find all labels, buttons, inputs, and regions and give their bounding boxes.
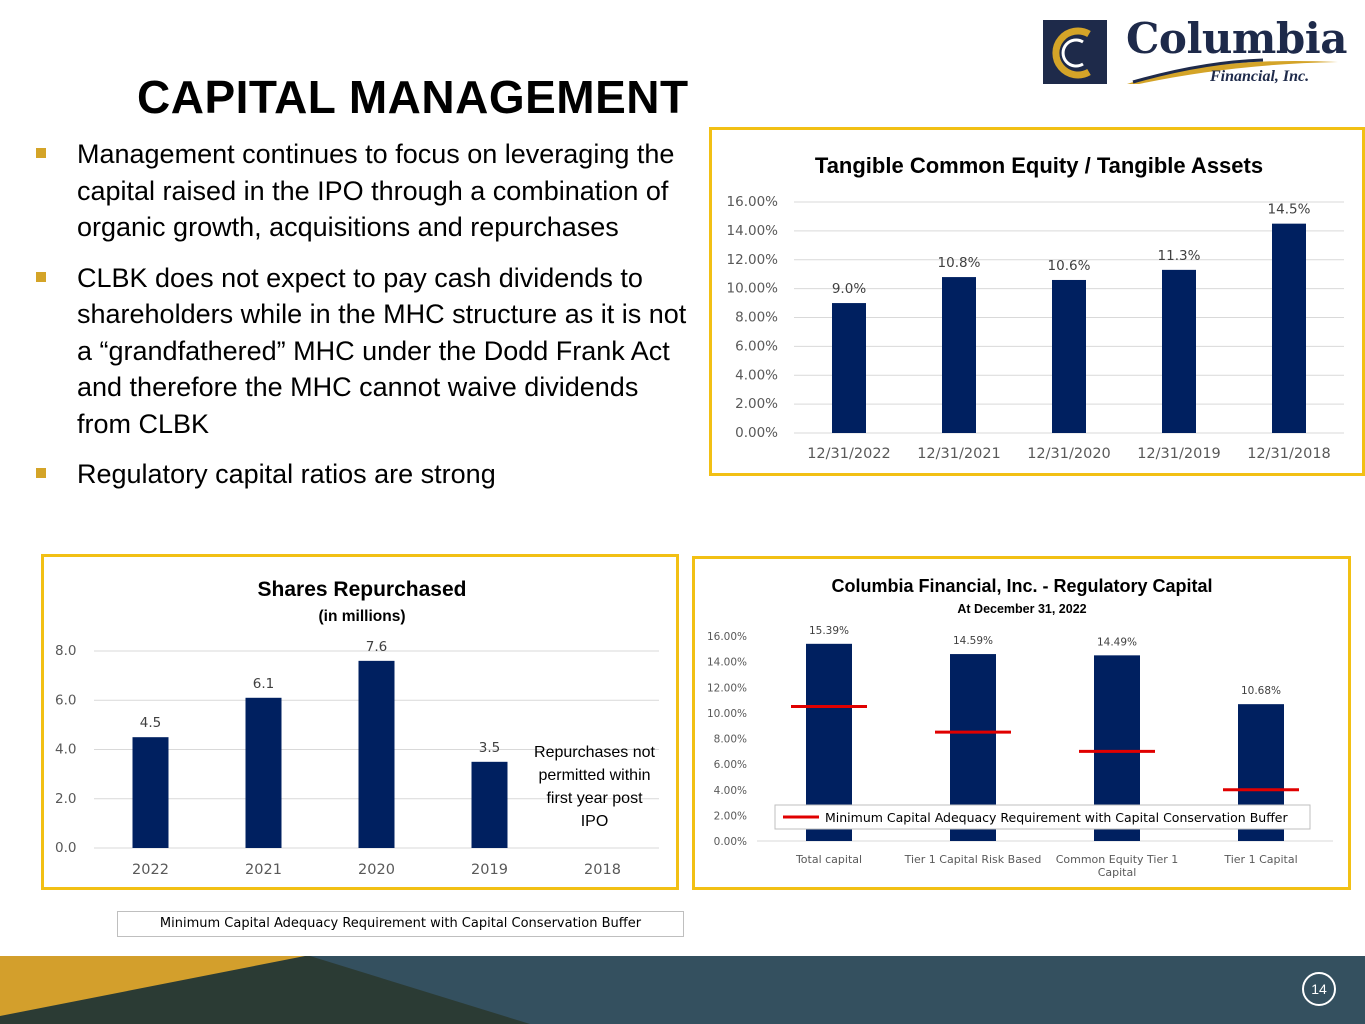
data-label: 3.5 [479, 740, 500, 756]
bar [245, 697, 282, 848]
x-tick-label: Tier 1 Capital Risk Based [904, 853, 1042, 866]
page-number: 14 [1302, 972, 1336, 1006]
x-tick-label: Capital [1098, 866, 1137, 879]
y-tick-label: 4.00% [735, 367, 778, 383]
shares-chart-panel: Shares Repurchased (in millions) 0.0 2.0 4.0… [41, 554, 679, 890]
y-tick-label: 12.00% [707, 682, 747, 694]
bullet-list: Management continues to focus on leverag… [36, 136, 696, 507]
x-tick-label: 12/31/2021 [917, 446, 1001, 462]
square-bullet-icon [36, 271, 46, 282]
x-tick-label: 12/31/2018 [1247, 446, 1331, 462]
y-tick-label: 14.00% [727, 223, 779, 239]
bullet-text: Management continues to focus on leverag… [77, 139, 675, 242]
bullet-item: Management continues to focus on leverag… [36, 136, 696, 246]
tce-chart-panel: Tangible Common Equity / Tangible Assets… [709, 127, 1365, 476]
y-tick-label: 0.0 [55, 840, 76, 856]
data-label: 9.0% [832, 281, 866, 297]
x-tick-label: 2020 [358, 862, 395, 878]
chart-title: Tangible Common Equity / Tangible Assets [815, 153, 1263, 178]
bar [942, 277, 976, 433]
shares-chart: Shares Repurchased (in millions) 0.0 2.0 4.0… [55, 578, 659, 878]
data-label: 7.6 [366, 639, 387, 655]
legend-box: Minimum Capital Adequacy Requirement wit… [117, 911, 684, 937]
square-bullet-icon [36, 468, 46, 478]
y-tick-label: 4.0 [55, 742, 76, 758]
data-label: 10.68% [1241, 685, 1281, 697]
y-tick-label: 10.00% [707, 708, 747, 720]
data-label: 15.39% [809, 625, 849, 637]
logo-name: Columbia [1126, 14, 1347, 63]
y-tick-label: 6.00% [714, 759, 747, 771]
x-tick-label: 2021 [245, 862, 282, 878]
square-bullet-icon [36, 148, 46, 158]
bullet-item: Regulatory capital ratios are strong [36, 456, 696, 493]
legend-label: Minimum Capital Adequacy Requirement wit… [825, 810, 1288, 825]
bar [1272, 223, 1306, 433]
bullet-text: CLBK does not expect to pay cash dividen… [77, 262, 687, 439]
bar [832, 303, 866, 433]
y-tick-label: 16.00% [707, 631, 747, 643]
data-label: 14.5% [1268, 202, 1311, 218]
footer-band [0, 956, 1365, 1024]
bar [471, 761, 508, 848]
bar [132, 737, 169, 848]
x-tick-label: 2022 [132, 862, 169, 878]
y-tick-label: 10.00% [727, 281, 779, 297]
y-tick-label: 2.00% [735, 396, 778, 412]
repurchase-note: Repurchases not permitted within first y… [534, 744, 655, 830]
y-tick-label: 8.00% [714, 734, 747, 746]
data-label: 6.1 [253, 676, 274, 692]
x-tick-label: Tier 1 Capital [1223, 853, 1297, 866]
data-label: 10.8% [938, 255, 981, 271]
regcap-chart-panel: Columbia Financial, Inc. - Regulatory Ca… [692, 556, 1351, 890]
bar [358, 660, 395, 848]
data-label: 14.59% [953, 635, 993, 647]
y-tick-label: 8.00% [735, 310, 778, 326]
y-tick-label: 12.00% [727, 252, 779, 268]
y-tick-label: 2.0 [55, 791, 76, 807]
columbia-c-logo-icon [1043, 20, 1338, 84]
chart-subtitle: At December 31, 2022 [957, 602, 1086, 616]
chart-subtitle: (in millions) [319, 608, 406, 625]
chart-title: Columbia Financial, Inc. - Regulatory Ca… [831, 576, 1212, 596]
bar [1162, 269, 1196, 433]
y-tick-label: 8.0 [55, 643, 76, 659]
x-tick-label: Common Equity Tier 1 [1056, 853, 1179, 866]
y-tick-label: 6.00% [735, 338, 778, 354]
x-tick-label: 12/31/2020 [1027, 446, 1111, 462]
x-tick-label: 12/31/2019 [1137, 446, 1221, 462]
x-tick-label: 2018 [584, 862, 621, 878]
data-label: 14.49% [1097, 636, 1137, 648]
y-tick-label: 0.00% [714, 836, 747, 848]
bullet-text: Regulatory capital ratios are strong [77, 459, 496, 489]
x-tick-label: 12/31/2022 [807, 446, 891, 462]
bullet-item: CLBK does not expect to pay cash dividen… [36, 260, 696, 443]
y-tick-label: 14.00% [707, 657, 747, 669]
logo-subtitle: Financial, Inc. [1210, 68, 1310, 85]
data-label: 11.3% [1158, 248, 1201, 264]
x-tick-label: Total capital [795, 853, 862, 866]
y-tick-label: 4.00% [714, 785, 747, 797]
x-tick-label: 2019 [471, 862, 508, 878]
y-tick-label: 0.00% [735, 425, 778, 441]
tce-chart: Tangible Common Equity / Tangible Assets… [727, 153, 1344, 462]
data-label: 10.6% [1048, 258, 1091, 274]
data-label: 4.5 [140, 715, 161, 731]
y-tick-label: 2.00% [714, 810, 747, 822]
chart-title: Shares Repurchased [258, 578, 467, 601]
regcap-chart: Columbia Financial, Inc. - Regulatory Ca… [707, 576, 1333, 879]
y-tick-label: 6.0 [55, 692, 76, 708]
chart-legend [774, 804, 1311, 830]
y-tick-label: 16.00% [727, 194, 779, 210]
page-title: CAPITAL MANAGEMENT [137, 71, 689, 123]
bar [1052, 279, 1086, 433]
